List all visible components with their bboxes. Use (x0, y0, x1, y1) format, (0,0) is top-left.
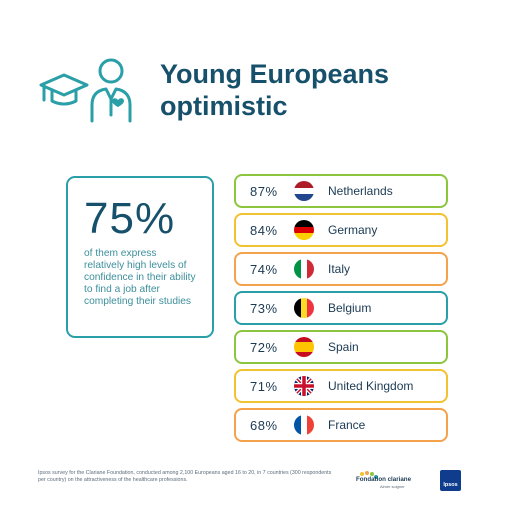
country-name: France (328, 418, 366, 432)
country-name: Italy (328, 262, 351, 276)
germany-flag-icon (294, 220, 314, 240)
title-line-2: optimistic (160, 91, 288, 121)
belgium-flag-icon (294, 298, 314, 318)
graduate-icon (39, 58, 132, 123)
highlight-value: 75% (84, 194, 176, 243)
highlight-card: 75% of them express relatively high leve… (66, 176, 214, 338)
country-percentage: 71% (250, 378, 278, 394)
clariane-logo-text: Fondation clariane (356, 476, 412, 483)
country-percentage: 84% (250, 222, 278, 238)
country-name: United Kingdom (328, 379, 414, 393)
country-percentage: 74% (250, 261, 278, 277)
clariane-logo: Fondation clariane Aimer soigner (356, 470, 424, 492)
clariane-mark-icon (360, 471, 378, 479)
clariane-logo-tagline: Aimer soigner (380, 484, 405, 489)
italy-flag-icon (294, 259, 314, 279)
country-row: 72% Spain (234, 330, 448, 364)
country-row: 71% United Kingdom (234, 369, 448, 403)
netherlands-flag-icon (294, 181, 314, 201)
uk-flag-icon (294, 376, 314, 396)
country-name: Spain (328, 340, 359, 354)
country-row: 73% Belgium (234, 291, 448, 325)
country-name: Netherlands (328, 184, 393, 198)
footnote: Ipsos survey for the Clariane Foundation… (38, 470, 332, 483)
country-name: Germany (328, 223, 378, 237)
country-row: 68% France (234, 408, 448, 442)
france-flag-icon (294, 415, 314, 435)
country-list: 87% Netherlands 84% Germany 74% Italy 73% Belgi… (234, 174, 448, 447)
country-percentage: 87% (250, 183, 278, 199)
country-row: 74% Italy (234, 252, 448, 286)
title-line-1: Young Europeans (160, 59, 390, 89)
highlight-text: of them express relatively high levels o… (84, 248, 196, 307)
country-row: 87% Netherlands (234, 174, 448, 208)
country-percentage: 68% (250, 417, 278, 433)
country-name: Belgium (328, 301, 372, 315)
ipsos-logo: Ipsos (440, 470, 461, 491)
spain-flag-icon (294, 337, 314, 357)
country-percentage: 73% (250, 300, 278, 316)
country-percentage: 72% (250, 339, 278, 355)
country-row: 84% Germany (234, 213, 448, 247)
page-title: Young Europeans optimistic (160, 58, 389, 122)
